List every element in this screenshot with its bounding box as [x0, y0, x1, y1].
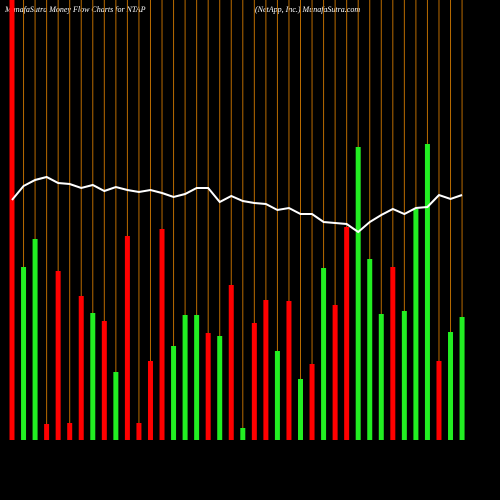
- bar: [390, 267, 396, 440]
- bar: [217, 336, 223, 440]
- bar: [124, 236, 130, 440]
- bar: [355, 147, 361, 440]
- bar: [401, 311, 407, 440]
- bar: [194, 315, 200, 440]
- bar: [171, 346, 177, 440]
- bar: [436, 361, 442, 440]
- chart-subtitle: (NetApp, Inc.) MunafaSutra.com: [255, 5, 360, 14]
- bar: [240, 428, 246, 440]
- bar: [424, 144, 430, 440]
- bar: [228, 285, 234, 440]
- bar: [332, 305, 338, 440]
- bar: [309, 364, 315, 440]
- bar: [44, 424, 50, 440]
- bar: [9, 0, 15, 440]
- flow-line: [11, 175, 463, 234]
- bar: [136, 423, 142, 440]
- bar: [321, 268, 327, 440]
- bar: [32, 239, 38, 440]
- bar: [101, 321, 107, 440]
- bar: [67, 423, 73, 440]
- bar: [21, 267, 27, 440]
- bar: [367, 259, 373, 440]
- bar: [78, 296, 84, 440]
- bar: [55, 271, 61, 440]
- bar: [298, 379, 303, 440]
- bar: [413, 209, 419, 440]
- bar: [286, 301, 292, 440]
- bar: [182, 315, 188, 440]
- bar: [274, 351, 280, 440]
- bar: [251, 323, 257, 440]
- bar: [263, 300, 269, 440]
- bar: [448, 332, 454, 440]
- bar: [113, 372, 119, 440]
- bar: [459, 317, 465, 440]
- bar: [90, 313, 96, 440]
- bar: [205, 333, 211, 440]
- bar: [159, 229, 165, 440]
- bar: [378, 314, 384, 440]
- bar: [147, 361, 153, 440]
- bar: [344, 227, 350, 440]
- chart-title: MunafaSutra Money Flow Charts for NTAP: [4, 5, 146, 14]
